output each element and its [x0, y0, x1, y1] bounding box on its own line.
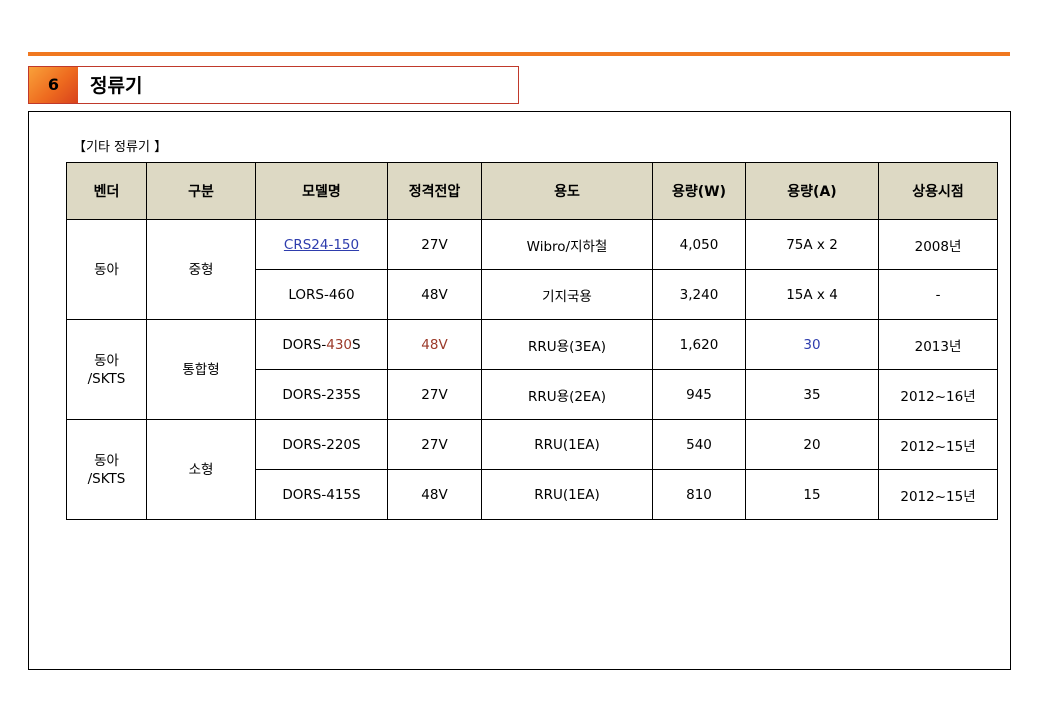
- section-heading: 6 정류기: [28, 66, 519, 104]
- watt-cell: 810: [652, 469, 746, 520]
- section-title: 정류기: [90, 75, 143, 97]
- table-row: 동아/SKTS 통합형 DORS-430S 48V RRU용(3EA) 1,62…: [66, 319, 998, 420]
- table-caption: 【기타 정류기 】: [73, 140, 168, 155]
- table-row: DORS-415S 48V RRU(1EA) 810 15 2012~15년: [67, 469, 998, 520]
- model-link[interactable]: CRS24-150: [283, 236, 360, 253]
- amp-cell: 15: [745, 469, 879, 520]
- voltage-cell: 27V: [387, 419, 482, 470]
- model-cell: DORS-415S: [255, 469, 388, 520]
- watt-cell: 540: [652, 419, 746, 470]
- watt-cell: 1,620: [652, 319, 746, 370]
- header-voltage: 정격전압: [387, 162, 482, 220]
- voltage-cell: 48V: [387, 469, 482, 520]
- date-cell: 2008년: [878, 219, 998, 270]
- watt-cell: 4,050: [652, 219, 746, 270]
- date-cell: 2013년: [878, 319, 998, 370]
- header-category: 구분: [146, 162, 256, 220]
- amp-cell: 20: [745, 419, 879, 470]
- amp-cell: 75A x 2: [745, 219, 879, 270]
- voltage-cell: 48V: [387, 269, 482, 320]
- amp-cell: 15A x 4: [745, 269, 879, 320]
- model-cell[interactable]: CRS24-150: [255, 219, 388, 270]
- header-use: 용도: [481, 162, 653, 220]
- use-cell: 기지국용: [481, 269, 653, 320]
- watt-cell: 945: [652, 369, 746, 420]
- watt-cell: 3,240: [652, 269, 746, 320]
- use-cell: RRU용(2EA): [481, 369, 653, 420]
- category-cell: 소형: [146, 419, 256, 520]
- vendor-cell: 동아: [66, 219, 147, 320]
- vendor-cell: 동아/SKTS: [66, 319, 147, 420]
- voltage-cell: 27V: [387, 219, 482, 270]
- section-number: 6: [29, 67, 78, 103]
- model-cell: DORS-235S: [255, 369, 388, 420]
- table-header-row: 벤더 구분 모델명 정격전압 용도 용량(W) 용량(A) 상용시점: [66, 162, 998, 220]
- voltage-cell: 48V: [387, 319, 482, 370]
- vendor-cell: 동아/SKTS: [66, 419, 147, 520]
- category-cell: 통합형: [146, 319, 256, 420]
- table-row: 동아/SKTS 소형 DORS-220S 27V RRU(1EA) 540 20…: [66, 419, 998, 520]
- use-cell: RRU용(3EA): [481, 319, 653, 370]
- model-cell: DORS-220S: [255, 419, 388, 470]
- use-cell: Wibro/지하철: [481, 219, 653, 270]
- amp-cell: 35: [745, 369, 879, 420]
- table-row: LORS-460 48V 기지국용 3,240 15A x 4 -: [67, 269, 998, 320]
- date-cell: 2012~15년: [878, 419, 998, 470]
- date-cell: 2012~15년: [878, 469, 998, 520]
- rectifier-table: 벤더 구분 모델명 정격전압 용도 용량(W) 용량(A) 상용시점 동아 중형…: [66, 162, 998, 520]
- date-cell: -: [878, 269, 998, 320]
- category-cell: 중형: [146, 219, 256, 320]
- header-amp: 용량(A): [745, 162, 879, 220]
- model-cell: LORS-460: [255, 269, 388, 320]
- amp-cell: 30: [745, 319, 879, 370]
- content-frame: [28, 111, 1011, 670]
- header-vendor: 벤더: [66, 162, 147, 220]
- model-cell: DORS-430S: [255, 319, 388, 370]
- date-cell: 2012~16년: [878, 369, 998, 420]
- use-cell: RRU(1EA): [481, 419, 653, 470]
- table-row: 동아 중형 CRS24-150 27V Wibro/지하철 4,050 75A …: [66, 219, 998, 320]
- top-accent-rule: [28, 52, 1010, 56]
- table-row: DORS-235S 27V RRU용(2EA) 945 35 2012~16년: [67, 369, 998, 420]
- header-date: 상용시점: [878, 162, 998, 220]
- header-model: 모델명: [255, 162, 388, 220]
- use-cell: RRU(1EA): [481, 469, 653, 520]
- header-watt: 용량(W): [652, 162, 746, 220]
- voltage-cell: 27V: [387, 369, 482, 420]
- model-highlight: 430: [326, 336, 353, 353]
